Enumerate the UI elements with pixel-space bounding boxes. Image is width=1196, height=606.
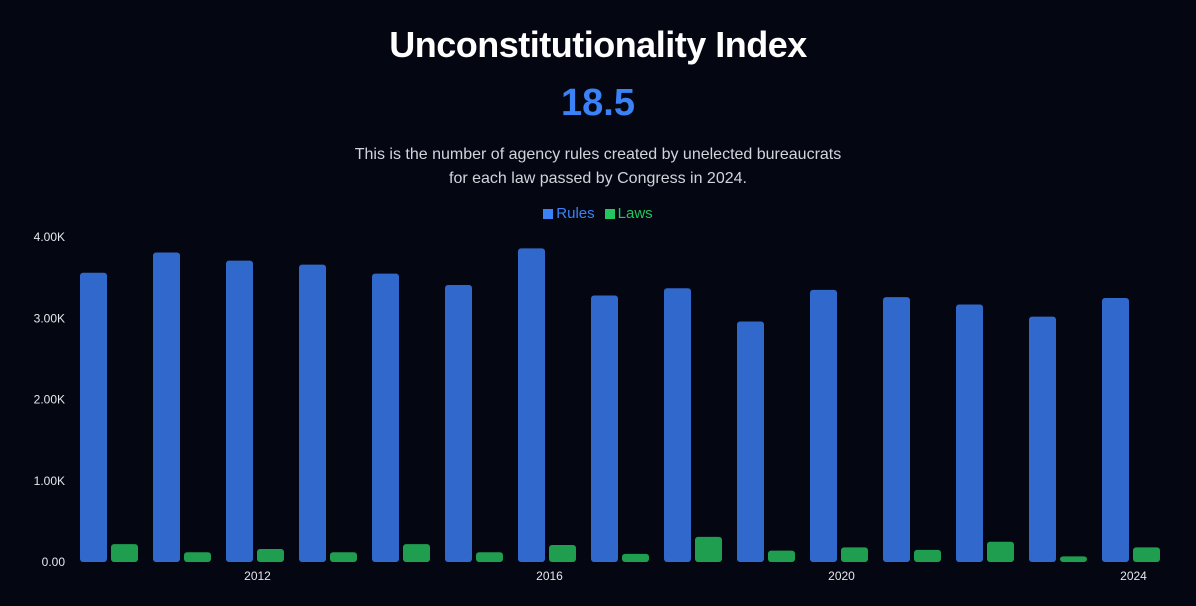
index-value: 18.5 (561, 82, 635, 124)
laws-bar-2016[interactable] (549, 544, 576, 562)
rules-bar-2024[interactable] (1102, 297, 1129, 562)
x-tick-label: 2016 (536, 569, 563, 583)
rules-bar-2020[interactable] (810, 289, 837, 562)
rules-bar-2021[interactable] (883, 297, 910, 562)
laws-bar-2012[interactable] (257, 549, 284, 562)
laws-bar-2022[interactable] (987, 541, 1014, 562)
laws-bar-2014[interactable] (403, 544, 430, 562)
x-tick-label: 2012 (244, 569, 271, 583)
rules-bar-2017[interactable] (591, 295, 618, 563)
y-tick-label: 0.00 (42, 555, 66, 569)
laws-bar-2024[interactable] (1133, 547, 1160, 562)
chart-title: Unconstitutionality Index (389, 24, 807, 65)
rules-bar-2012[interactable] (226, 260, 253, 562)
rules-bar-2016[interactable] (518, 248, 545, 562)
legend-swatch-laws (604, 208, 615, 219)
rules-bar-2014[interactable] (372, 273, 399, 562)
legend-label-rules: Rules (556, 205, 595, 222)
legend-label-laws: Laws (617, 205, 653, 222)
y-tick-label: 2.00K (34, 393, 65, 407)
laws-bar-2021[interactable] (914, 549, 941, 562)
y-tick-label: 4.00K (34, 230, 65, 244)
laws-bar-2013[interactable] (330, 552, 357, 562)
laws-bar-2015[interactable] (476, 552, 503, 562)
rules-bar-2018[interactable] (664, 288, 691, 562)
laws-bar-2017[interactable] (622, 553, 649, 562)
legend-item-rules[interactable]: Rules (543, 205, 595, 222)
rules-bar-2010[interactable] (80, 272, 107, 562)
rules-bar-2015[interactable] (445, 284, 472, 562)
y-tick-label: 1.00K (34, 474, 65, 488)
x-tick-label: 2020 (828, 569, 855, 583)
legend-item-laws[interactable]: Laws (604, 205, 653, 222)
x-tick-label: 2024 (1120, 569, 1147, 583)
laws-bar-2018[interactable] (695, 536, 722, 562)
laws-bar-2020[interactable] (841, 547, 868, 562)
rules-bar-2019[interactable] (737, 321, 764, 563)
legend-swatch-rules (543, 208, 554, 219)
chart-legend: Rules Laws (0, 205, 1196, 222)
y-tick-label: 3.00K (34, 311, 65, 325)
laws-bar-2011[interactable] (184, 552, 211, 562)
rules-bar-2013[interactable] (299, 264, 326, 562)
laws-bar-2010[interactable] (111, 544, 138, 562)
rules-bar-2022[interactable] (956, 304, 983, 562)
rules-bar-2023[interactable] (1029, 316, 1056, 562)
laws-bar-2023[interactable] (1060, 556, 1087, 562)
rules-bar-2011[interactable] (153, 252, 180, 562)
laws-bar-2019[interactable] (768, 550, 795, 562)
chart-description: This is the number of agency rules creat… (354, 146, 842, 187)
